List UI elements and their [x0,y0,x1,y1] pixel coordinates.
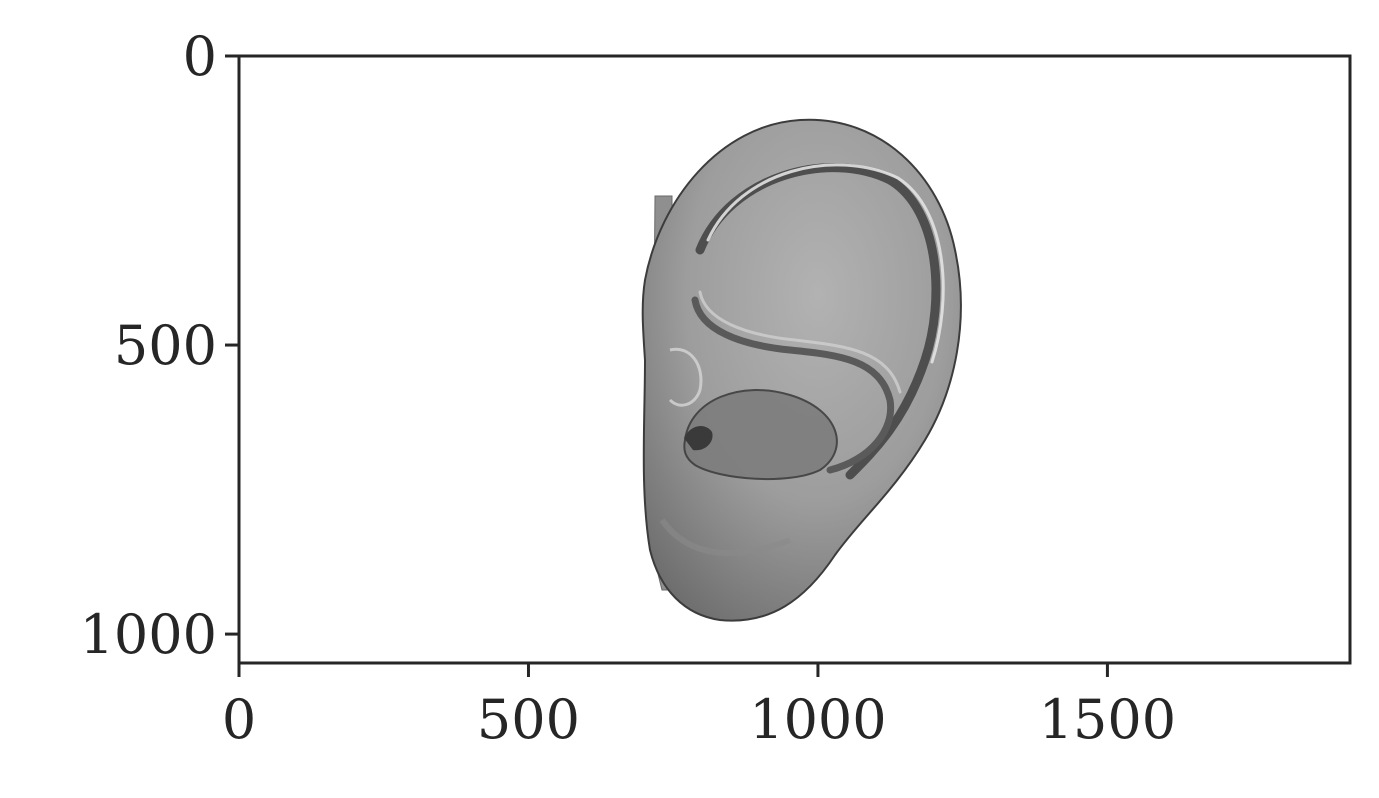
ear-antihelix [691,296,895,474]
x-tick-label: 0 [222,688,256,751]
y-axis: 0 500 1000 [80,25,239,666]
ear-outer [641,118,962,622]
ear-antihelix-highlight [698,290,902,394]
y-tick-label: 0 [183,25,217,88]
ear-concha [683,389,838,481]
y-tick-label: 500 [114,314,217,377]
x-tick-label: 1000 [749,688,886,751]
ear-lobule [659,518,792,557]
ear-canal [684,426,713,451]
x-tick-label: 500 [477,688,580,751]
x-tick-label: 1500 [1039,688,1176,751]
ear-image [641,118,962,622]
x-axis: 0 500 1000 1500 [222,663,1176,751]
ear-helix-highlight [706,163,945,364]
y-tick-label: 1000 [80,603,217,666]
ear-tragus [668,347,703,407]
